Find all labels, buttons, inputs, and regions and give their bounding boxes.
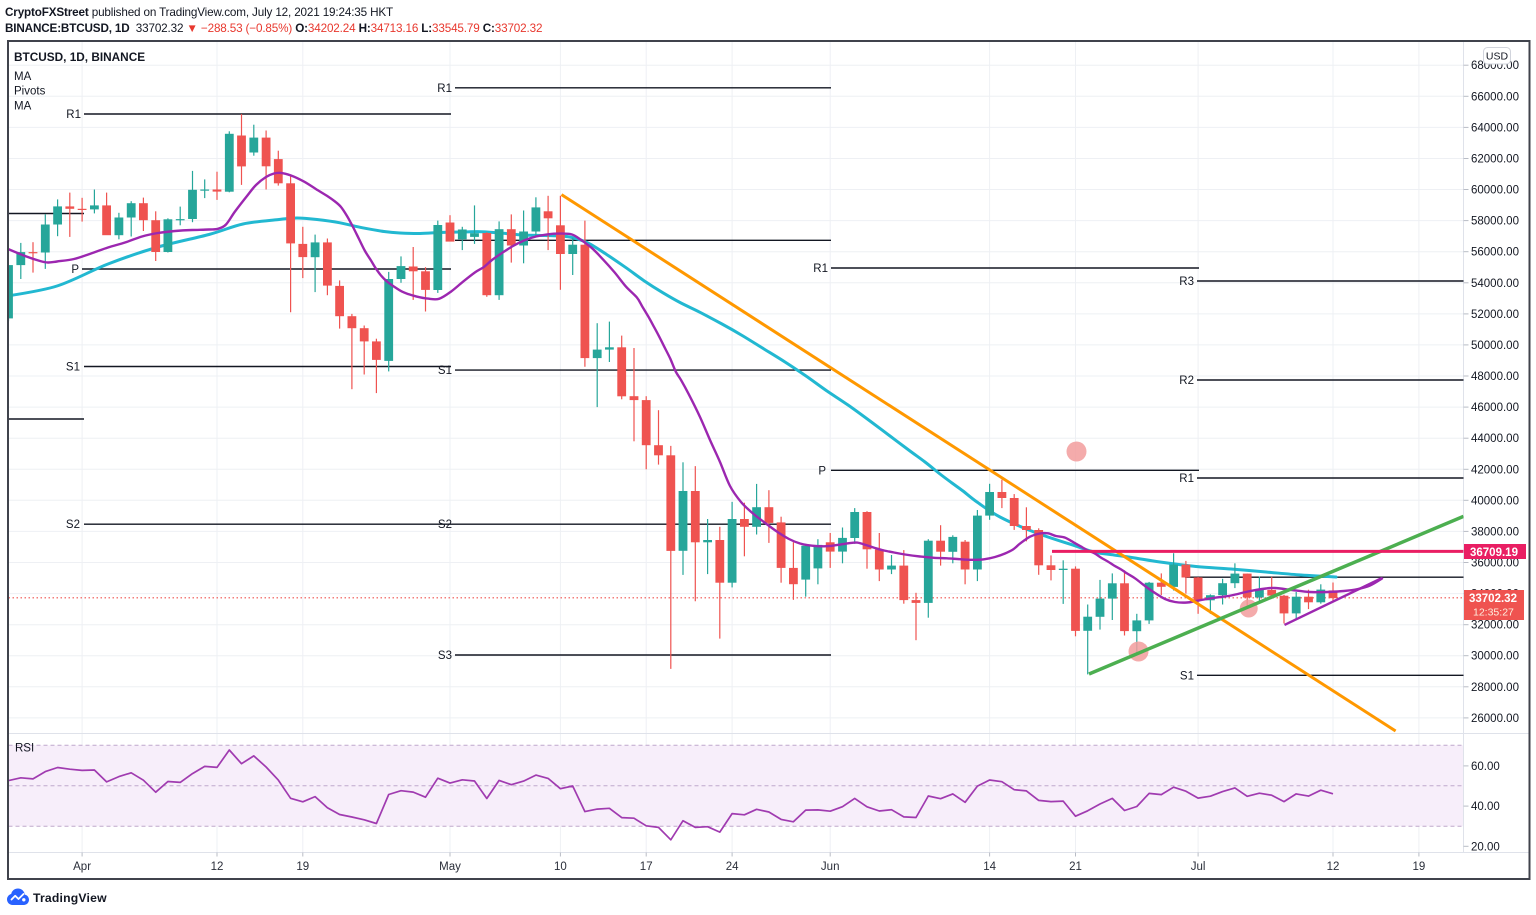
- svg-text:40.00: 40.00: [1471, 801, 1500, 813]
- svg-text:R1: R1: [437, 83, 452, 95]
- svg-text:32000.00: 32000.00: [1471, 620, 1519, 632]
- svg-text:66000.00: 66000.00: [1471, 91, 1519, 103]
- svg-text:Apr: Apr: [73, 861, 91, 873]
- svg-text:P: P: [818, 465, 826, 477]
- svg-text:S3: S3: [438, 650, 452, 662]
- svg-text:12:35:27: 12:35:27: [1473, 607, 1514, 619]
- svg-text:R1: R1: [66, 109, 81, 121]
- svg-text:64000.00: 64000.00: [1471, 122, 1519, 134]
- svg-text:44000.00: 44000.00: [1471, 433, 1519, 445]
- svg-text:24: 24: [726, 861, 739, 873]
- svg-text:36000.00: 36000.00: [1471, 558, 1519, 570]
- svg-text:P: P: [71, 264, 79, 276]
- svg-text:60.00: 60.00: [1471, 761, 1500, 773]
- svg-text:14: 14: [983, 861, 996, 873]
- svg-text:60000.00: 60000.00: [1471, 185, 1519, 197]
- svg-text:40000.00: 40000.00: [1471, 495, 1519, 507]
- svg-text:S2: S2: [66, 519, 80, 531]
- svg-text:19: 19: [296, 861, 309, 873]
- svg-text:R1: R1: [1179, 473, 1194, 485]
- svg-text:21: 21: [1069, 861, 1082, 873]
- svg-text:42000.00: 42000.00: [1471, 464, 1519, 476]
- svg-text:May: May: [439, 861, 461, 873]
- svg-text:26000.00: 26000.00: [1471, 713, 1519, 725]
- svg-text:58000.00: 58000.00: [1471, 216, 1519, 228]
- svg-text:54000.00: 54000.00: [1471, 278, 1519, 290]
- svg-text:BTCUSD, 1D, BINANCE: BTCUSD, 1D, BINANCE: [14, 50, 145, 64]
- svg-text:48000.00: 48000.00: [1471, 371, 1519, 383]
- svg-text:12: 12: [211, 861, 224, 873]
- svg-text:30000.00: 30000.00: [1471, 651, 1519, 663]
- svg-text:TradingView: TradingView: [33, 891, 107, 905]
- svg-text:33702.32: 33702.32: [1469, 593, 1517, 605]
- svg-text:19: 19: [1413, 861, 1426, 873]
- svg-text:USD: USD: [1486, 51, 1509, 63]
- svg-text:MA: MA: [14, 101, 32, 113]
- svg-text:52000.00: 52000.00: [1471, 309, 1519, 321]
- svg-text:Jun: Jun: [821, 861, 840, 873]
- svg-text:12: 12: [1327, 861, 1340, 873]
- svg-text:36709.19: 36709.19: [1470, 547, 1518, 559]
- svg-text:28000.00: 28000.00: [1471, 682, 1519, 694]
- svg-text:S1: S1: [1180, 670, 1194, 682]
- svg-text:R2: R2: [1179, 375, 1194, 387]
- svg-text:56000.00: 56000.00: [1471, 247, 1519, 259]
- svg-text:17: 17: [640, 861, 653, 873]
- svg-text:Jul: Jul: [1191, 861, 1206, 873]
- svg-text:R3: R3: [1179, 276, 1194, 288]
- svg-text:S2: S2: [438, 519, 452, 531]
- svg-text:46000.00: 46000.00: [1471, 402, 1519, 414]
- svg-text:62000.00: 62000.00: [1471, 154, 1519, 166]
- svg-text:10: 10: [554, 861, 567, 873]
- svg-text:MA: MA: [14, 71, 32, 83]
- svg-text:S1: S1: [66, 362, 80, 374]
- svg-text:50000.00: 50000.00: [1471, 340, 1519, 352]
- svg-text:20.00: 20.00: [1471, 841, 1500, 853]
- svg-text:RSI: RSI: [15, 743, 34, 755]
- svg-text:38000.00: 38000.00: [1471, 526, 1519, 538]
- svg-text:S1: S1: [438, 365, 452, 377]
- svg-text:Pivots: Pivots: [14, 86, 46, 98]
- svg-text:R1: R1: [813, 263, 828, 275]
